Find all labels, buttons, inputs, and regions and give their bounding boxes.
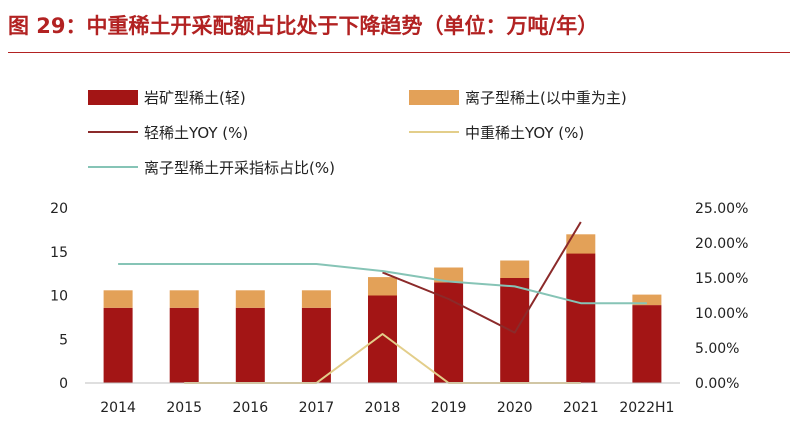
- bar-rock-light-2017: [301, 307, 331, 384]
- y-left-tick-label: 5: [59, 332, 68, 348]
- x-tick-label: 2014: [100, 400, 136, 416]
- bar-rock-light-2018: [368, 295, 397, 383]
- x-tick-label: 2018: [365, 400, 401, 416]
- bar-rock-light-2016: [235, 307, 265, 384]
- x-tick-label: 2016: [232, 400, 268, 416]
- y-right-tick-label: 20.00%: [695, 236, 748, 252]
- legend-item-ionic-share: 离子型稀土开采指标占比(%): [88, 156, 335, 178]
- bar-rock-light-2014: [103, 307, 133, 384]
- legend-swatch-heavy-yoy: [409, 131, 459, 133]
- legend-swatch-ionic: [409, 89, 459, 105]
- bar-ionic-2016: [235, 290, 265, 308]
- y-left-tick-label: 15: [50, 245, 68, 261]
- bar-rock-light-2015: [169, 307, 199, 384]
- title-divider: [8, 52, 790, 53]
- x-tick-label: 2015: [166, 400, 202, 416]
- x-tick-label: 2017: [299, 400, 335, 416]
- x-tick-label: 2019: [431, 400, 467, 416]
- y-right-tick-label: 5.00%: [695, 341, 739, 357]
- legend-label-light-yoy: 轻稀土YOY (%): [144, 123, 249, 142]
- x-tick-label: 2021: [563, 400, 599, 416]
- legend-label-ionic-share: 离子型稀土开采指标占比(%): [144, 158, 335, 177]
- x-tick-label: 2022H1: [619, 400, 674, 416]
- bar-ionic-2017: [301, 290, 331, 308]
- y-right-tick-label: 15.00%: [695, 271, 748, 287]
- y-left-tick-label: 20: [50, 201, 68, 217]
- y-right-tick-label: 0.00%: [695, 376, 739, 392]
- bar-rock-light-2019: [434, 282, 464, 383]
- legend-swatch-light-yoy: [88, 131, 138, 133]
- bar-ionic-2020: [500, 260, 530, 278]
- y-right-tick-label: 25.00%: [695, 201, 748, 217]
- bar-ionic-2015: [169, 290, 199, 308]
- legend-item-ionic: 离子型稀土(以中重为主): [409, 86, 627, 108]
- ionic-share-line: [118, 263, 647, 305]
- y-left-tick-label: 10: [50, 289, 68, 305]
- legend-label-heavy-yoy: 中重稀土YOY (%): [465, 123, 585, 142]
- y-right-tick-label: 10.00%: [695, 306, 748, 322]
- bar-ionic-2019: [434, 267, 464, 283]
- chart-title: 图 29：中重稀土开采配额占比处于下降趋势（单位：万吨/年）: [8, 14, 599, 38]
- legend-swatch-rock-light: [88, 89, 138, 105]
- bar-ionic-2014: [103, 290, 133, 308]
- light-yoy-line: [382, 221, 582, 334]
- legend-item-light-yoy: 轻稀土YOY (%): [88, 121, 248, 143]
- legend-item-heavy-yoy: 中重稀土YOY (%): [409, 121, 584, 143]
- legend-label-rock-light: 岩矿型稀土(轻): [144, 88, 246, 107]
- bar-ionic-2022H1: [632, 294, 662, 306]
- bar-ionic-2018: [368, 277, 397, 296]
- y-left-tick-label: 0: [59, 376, 68, 392]
- x-tick-label: 2020: [497, 400, 533, 416]
- legend-swatch-ionic-share: [88, 166, 138, 168]
- legend-label-ionic: 离子型稀土(以中重为主): [465, 88, 627, 107]
- legend-item-rock-light: 岩矿型稀土(轻): [88, 86, 246, 108]
- bar-rock-light-2020: [500, 278, 530, 383]
- bar-rock-light-2021: [566, 253, 596, 383]
- bar-rock-light-2022H1: [632, 305, 662, 383]
- bar-ionic-2021: [566, 234, 596, 254]
